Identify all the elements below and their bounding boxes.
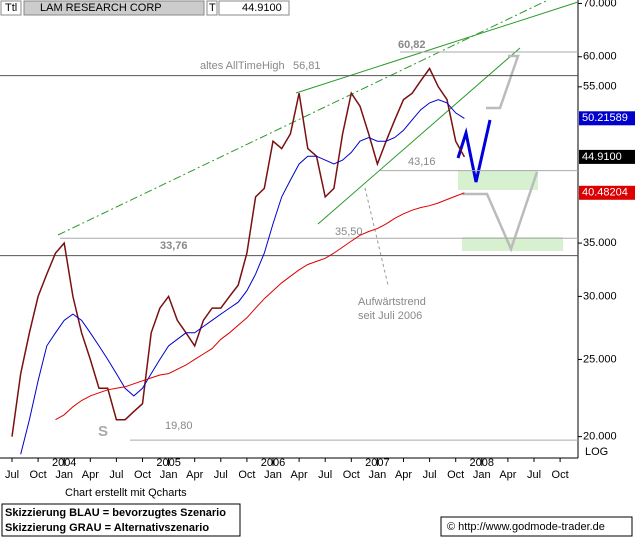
y-tick-label: 60.000 [583,51,617,63]
header-cell [0,0,22,16]
x-tick-label: Oct [552,469,569,481]
price-box-label: 50.21589 [582,112,628,124]
level-label: 33,76 [160,240,188,252]
price-box [579,149,635,164]
y-tick-label: 30.000 [583,290,617,302]
header-t: T [209,2,216,14]
year-label: 2005 [156,457,180,469]
x-tick-label: Jan [369,469,387,481]
y-tick-label: 20.000 [583,431,617,443]
level-label: 56,81 [293,60,321,72]
header-cell [206,0,218,16]
scale-label: LOG [585,446,608,458]
trend-line [317,47,521,225]
y-tick-label: 35.000 [583,237,617,249]
x-tick-label: Oct [447,469,464,481]
x-tick-label: Apr [291,469,308,481]
level-label: 35,50 [335,226,363,238]
scenario-gray [486,54,520,110]
header-cell [23,0,205,16]
x-tick-label: Oct [134,469,151,481]
pointer-line [364,187,389,286]
y-tick-label: 25.000 [583,353,617,365]
year-label: 2006 [261,457,285,469]
x-tick-label: Jul [527,469,541,481]
price-box [579,185,635,200]
price-box-label: 44.9100 [582,151,622,163]
x-tick-label: Jan [160,469,178,481]
x-tick-label: Jul [423,469,437,481]
legend-note: Skizzierung GRAU = Alternativszenario [5,522,209,534]
x-tick-label: Jul [214,469,228,481]
year-label: 2007 [365,457,389,469]
price-box-label: 40.48204 [582,187,628,199]
y-tick-label: 70.000 [583,0,617,9]
copyright-box [440,516,633,537]
x-tick-label: Apr [82,469,99,481]
header-last: 44.9100 [242,2,282,14]
chart-title: LAM RESEARCH CORP [40,2,162,14]
credit: Chart erstellt mit Qcharts [65,487,187,499]
x-tick-label: Oct [30,469,47,481]
level-label: 60,82 [398,39,426,51]
price-box [579,111,635,126]
year-label: 2008 [470,457,494,469]
x-tick-label: Oct [343,469,360,481]
target-zone [458,170,538,190]
trend-line [295,1,579,94]
x-tick-label: Oct [238,469,255,481]
legend-note: Skizzierung BLAU = bevorzugtes Szenario [5,507,226,519]
annotation: Aufwärtstrend [358,296,426,308]
x-tick-label: Apr [186,469,203,481]
x-tick-label: Jul [109,469,123,481]
level-label: 19,80 [165,420,193,432]
x-tick-label: Apr [395,469,412,481]
x-tick-label: Jan [264,469,282,481]
scenario-blue [456,119,492,183]
x-tick-label: Apr [499,469,516,481]
x-tick-label: Jul [5,469,19,481]
x-tick-label: Jan [55,469,73,481]
level-label: 43,16 [408,156,436,168]
header-ttl: Ttl [5,2,17,14]
annotation: S [98,423,108,440]
y-tick-label: 55.000 [583,81,617,93]
series-line [20,99,465,455]
x-tick-label: Jul [318,469,332,481]
x-tick-label: Jan [473,469,491,481]
year-label: 2004 [52,457,76,469]
scenario-gray [462,171,539,253]
trend-line [57,0,549,236]
series-line [11,67,466,437]
legend-box [1,503,241,537]
annotation: seit Juli 2006 [358,310,422,322]
copyright: © http://www.godmode-trader.de [447,521,605,533]
series-line [55,192,465,421]
annotation: altes AllTimeHigh [200,60,285,72]
header-cell [218,0,290,16]
